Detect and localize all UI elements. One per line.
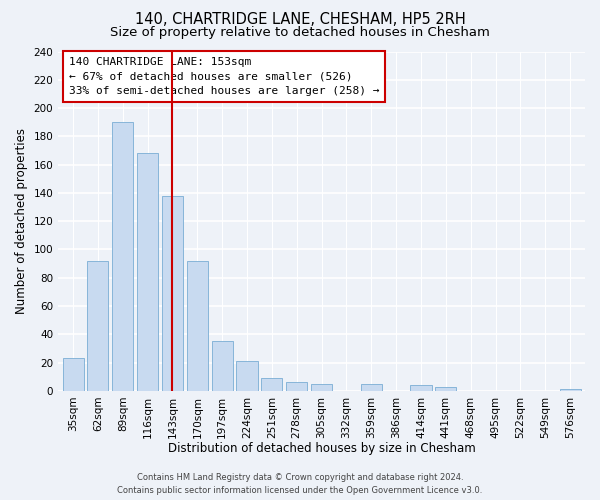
Text: Size of property relative to detached houses in Chesham: Size of property relative to detached ho…	[110, 26, 490, 39]
Bar	[88, 261, 109, 391]
Bar	[410, 385, 431, 391]
Bar	[262, 378, 283, 391]
Y-axis label: Number of detached properties: Number of detached properties	[15, 128, 28, 314]
Text: 140 CHARTRIDGE LANE: 153sqm
← 67% of detached houses are smaller (526)
33% of se: 140 CHARTRIDGE LANE: 153sqm ← 67% of det…	[69, 56, 379, 96]
Bar	[435, 386, 457, 391]
Bar	[112, 122, 133, 391]
X-axis label: Distribution of detached houses by size in Chesham: Distribution of detached houses by size …	[168, 442, 475, 455]
Bar	[311, 384, 332, 391]
Bar	[236, 361, 257, 391]
Bar	[361, 384, 382, 391]
Bar	[286, 382, 307, 391]
Bar	[560, 390, 581, 391]
Text: 140, CHARTRIDGE LANE, CHESHAM, HP5 2RH: 140, CHARTRIDGE LANE, CHESHAM, HP5 2RH	[134, 12, 466, 28]
Bar	[162, 196, 183, 391]
Text: Contains HM Land Registry data © Crown copyright and database right 2024.
Contai: Contains HM Land Registry data © Crown c…	[118, 473, 482, 495]
Bar	[137, 154, 158, 391]
Bar	[62, 358, 83, 391]
Bar	[212, 342, 233, 391]
Bar	[187, 261, 208, 391]
